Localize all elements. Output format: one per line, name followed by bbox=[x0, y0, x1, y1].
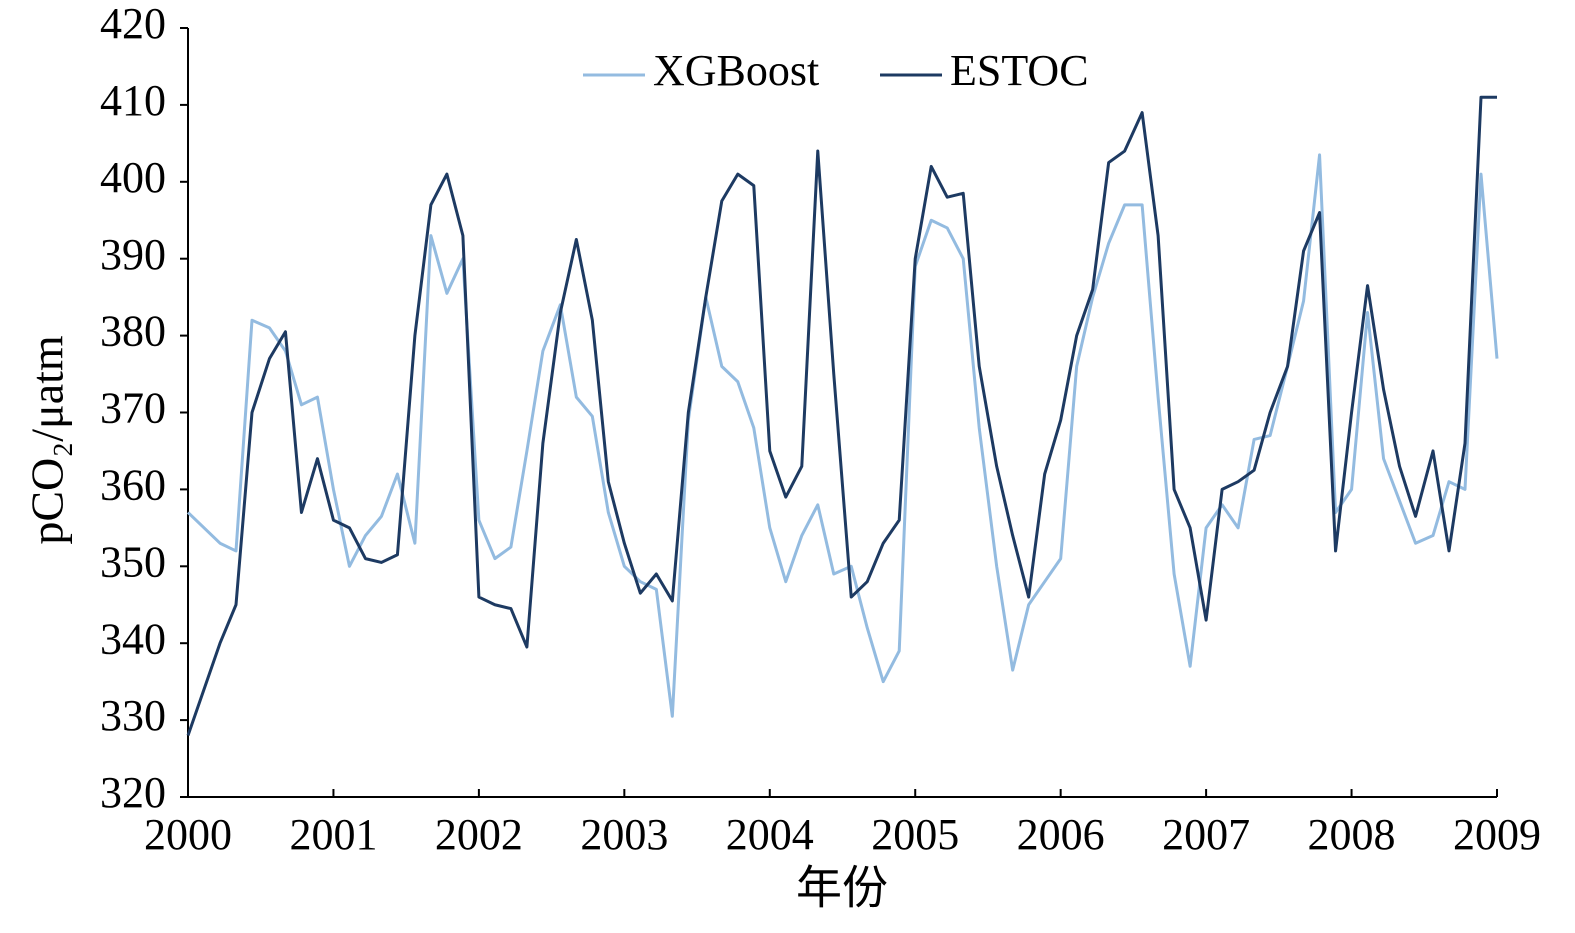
x-tick-label: 2000 bbox=[144, 810, 232, 859]
x-tick-label: 2006 bbox=[1017, 810, 1105, 859]
y-tick-label: 360 bbox=[100, 460, 166, 509]
x-tick-label: 2002 bbox=[435, 810, 523, 859]
y-tick-label: 370 bbox=[100, 384, 166, 433]
x-tick-label: 2005 bbox=[871, 810, 959, 859]
x-tick-label: 2001 bbox=[289, 810, 377, 859]
y-tick-label: 400 bbox=[100, 153, 166, 202]
x-axis-title: 年份 bbox=[796, 863, 888, 914]
y-tick-label: 330 bbox=[100, 691, 166, 740]
legend-label: ESTOC bbox=[950, 46, 1089, 95]
legend-label: XGBoost bbox=[653, 46, 819, 95]
y-tick-label: 340 bbox=[100, 614, 166, 663]
y-tick-label: 410 bbox=[100, 76, 166, 125]
y-tick-label: 390 bbox=[100, 230, 166, 279]
x-tick-label: 2009 bbox=[1453, 810, 1541, 859]
x-tick-label: 2008 bbox=[1308, 810, 1396, 859]
y-tick-label: 420 bbox=[100, 0, 166, 48]
x-tick-label: 2003 bbox=[580, 810, 668, 859]
data-line bbox=[186, 153, 1499, 718]
y-axis-title: pCO₂/μatm bbox=[22, 335, 73, 545]
y-tick-label: 380 bbox=[100, 307, 166, 356]
x-tick-label: 2004 bbox=[726, 810, 814, 859]
x-tick-label: 2007 bbox=[1162, 810, 1250, 859]
y-tick-label: 320 bbox=[100, 768, 166, 817]
y-tick-label: 350 bbox=[100, 537, 166, 586]
data-line bbox=[186, 95, 1497, 736]
